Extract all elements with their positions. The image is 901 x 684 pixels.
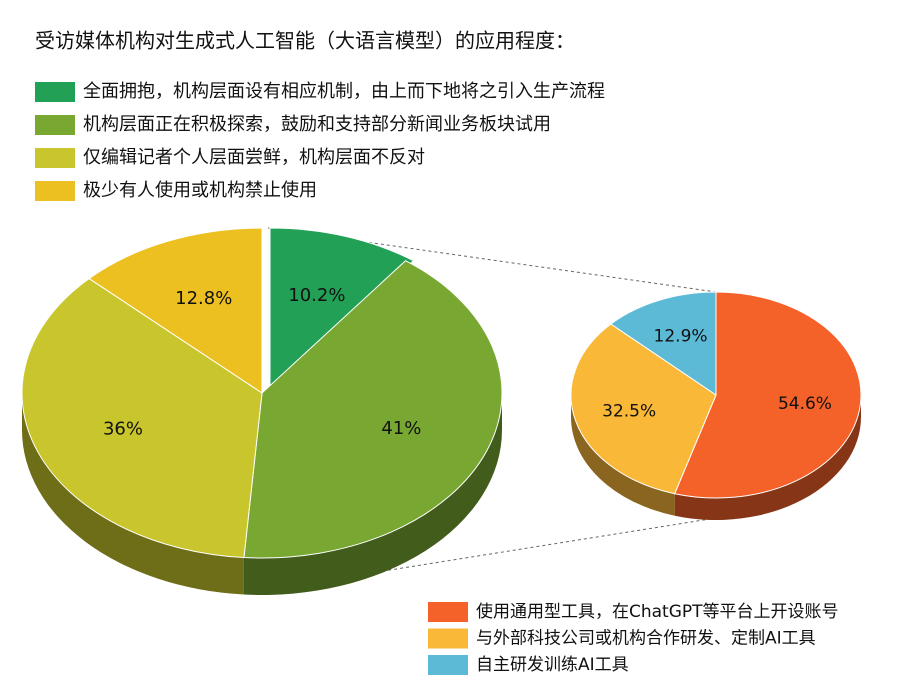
legend-label: 全面拥抱，机构层面设有相应机制，由上而下地将之引入生产流程 (83, 81, 605, 102)
slice (243, 260, 503, 559)
legend-swatch (428, 628, 468, 649)
slice-side (22, 393, 244, 595)
slice-side (571, 395, 675, 516)
chart-title: 受访媒体机构对生成式人工智能（大语言模型）的应用程度： (35, 29, 575, 53)
data-label: 32.5% (602, 401, 656, 421)
slice (610, 291, 717, 396)
legend-label: 极少有人使用或机构禁止使用 (83, 180, 317, 201)
slice (673, 291, 862, 499)
legend-swatch (35, 181, 75, 201)
data-label: 12.9% (654, 326, 708, 346)
legend-swatch (35, 115, 75, 135)
legend-label: 与外部科技公司或机构合作研发、定制AI工具 (476, 629, 816, 649)
data-label: 36% (103, 418, 143, 439)
legend-label: 自主研发训练AI工具 (476, 655, 629, 675)
legend-swatch (428, 602, 468, 622)
data-label: 41% (381, 418, 421, 439)
slice-side (674, 395, 861, 520)
slice-side (243, 393, 502, 595)
slice (88, 227, 263, 394)
legend-label: 使用通用型工具，在ChatGPT等平台上开设账号 (476, 601, 839, 622)
slice (570, 323, 717, 495)
slice (269, 227, 415, 395)
legend-swatch (35, 82, 75, 102)
legend-swatch (428, 655, 468, 675)
data-label: 10.2% (288, 285, 345, 306)
legend-swatch (35, 148, 75, 168)
legend-label: 机构层面正在积极探索，鼓励和支持部分新闻业务板块试用 (83, 114, 551, 135)
slice (21, 277, 263, 559)
data-label: 12.8% (175, 288, 232, 309)
data-label: 54.6% (778, 394, 832, 414)
legend-label: 仅编辑记者个人层面尝鲜，机构层面不反对 (83, 147, 425, 168)
